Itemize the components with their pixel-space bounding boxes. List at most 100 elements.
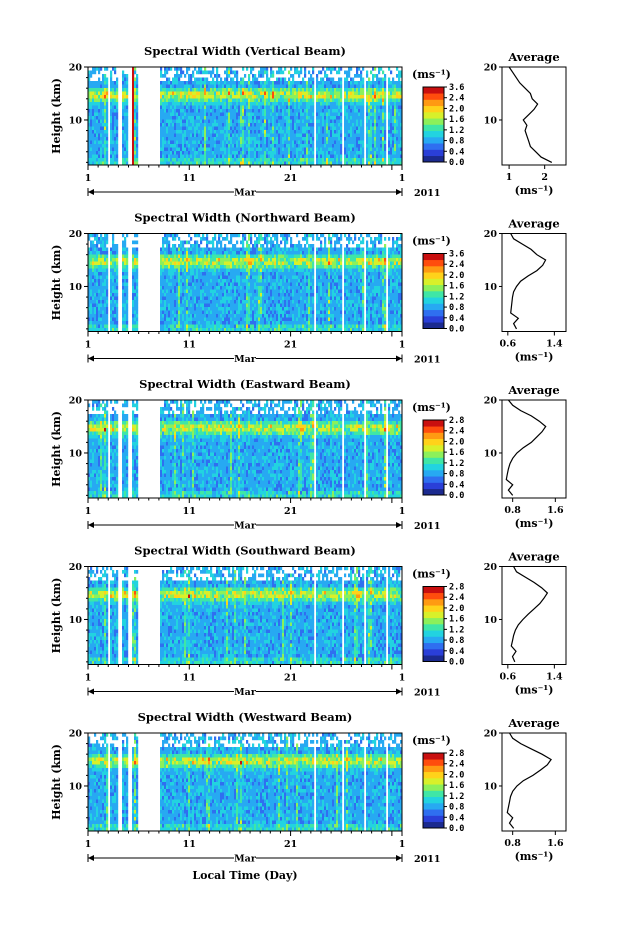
heatmap-cell <box>270 81 273 85</box>
heatmap-cell <box>298 81 301 85</box>
heatmap-cell <box>124 317 127 322</box>
heatmap-cell <box>348 137 351 141</box>
heatmap-cell <box>212 158 215 162</box>
heatmap-cell <box>172 258 175 262</box>
heatmap-cell <box>162 296 165 301</box>
heatmap-cell <box>132 116 135 120</box>
heatmap-cell <box>214 261 217 266</box>
heatmap-cell <box>192 317 195 322</box>
heatmap-cell <box>354 144 357 148</box>
heatmap-cell <box>176 265 179 269</box>
heatmap-cell <box>188 81 191 85</box>
heatmap-cell <box>258 140 261 145</box>
heatmap-cell <box>266 95 269 99</box>
heatmap-cell <box>182 112 185 117</box>
heatmap-cell <box>214 275 217 280</box>
heatmap-cell <box>398 109 401 113</box>
heatmap-cell <box>368 154 371 159</box>
heatmap-cell <box>94 317 97 322</box>
heatmap-cell <box>316 91 319 96</box>
heatmap-cell <box>294 130 297 134</box>
heatmap-cell <box>184 258 187 262</box>
heatmap-cell <box>96 324 99 329</box>
heatmap-cell <box>98 261 101 266</box>
heatmap-cell <box>122 258 125 262</box>
heatmap-cell <box>212 154 215 159</box>
heatmap-cell <box>106 275 109 280</box>
heatmap-cell <box>362 112 365 117</box>
heatmap-cell <box>234 74 237 78</box>
heatmap-cell <box>94 158 97 162</box>
heatmap-cell <box>168 151 171 155</box>
heatmap-cell <box>278 91 281 96</box>
heatmap-cell <box>400 144 403 148</box>
heatmap-cell <box>186 254 189 259</box>
heatmap-cell <box>360 109 363 113</box>
heatmap-cell <box>124 237 127 241</box>
heatmap-cell <box>164 67 167 71</box>
heatmap-cell <box>92 95 95 99</box>
heatmap-cell <box>378 154 381 159</box>
average-x-tick-label: 1 <box>506 172 513 183</box>
heatmap-cell <box>168 233 171 238</box>
heatmap-cell <box>162 286 165 290</box>
heatmap-cell <box>190 130 193 134</box>
heatmap-cell <box>102 293 105 297</box>
heatmap-cell <box>190 317 193 322</box>
heatmap-cell <box>282 116 285 120</box>
heatmap-cell <box>114 258 117 262</box>
heatmap-cell <box>294 67 297 71</box>
heatmap-cell <box>102 258 105 262</box>
heatmap-cell <box>110 151 113 155</box>
heatmap-cell <box>374 140 377 145</box>
heatmap-cell <box>336 161 339 166</box>
heatmap-cell <box>110 261 113 266</box>
heatmap-cell <box>98 116 101 120</box>
heatmap-cell <box>246 116 249 120</box>
heatmap-cell <box>174 81 177 85</box>
heatmap-cell <box>400 130 403 134</box>
heatmap-cell <box>132 158 135 162</box>
heatmap-cell <box>196 112 199 117</box>
heatmap-cell <box>356 126 359 131</box>
heatmap-cell <box>384 88 387 92</box>
heatmap-cell <box>124 144 127 148</box>
heatmap-cell <box>174 289 177 294</box>
heatmap-cell <box>346 133 349 138</box>
colorbar-segment <box>423 137 444 144</box>
heatmap-cell <box>196 233 199 238</box>
heatmap-cell <box>200 261 203 266</box>
heatmap-cell <box>396 140 399 145</box>
heatmap-cell <box>212 130 215 134</box>
heatmap-cell <box>188 154 191 159</box>
heatmap-cell <box>380 123 383 127</box>
heatmap-cell <box>206 81 209 85</box>
heatmap-cell <box>258 116 261 120</box>
heatmap-cell <box>352 144 355 148</box>
heatmap-cell <box>114 254 117 259</box>
heatmap-cell <box>218 261 221 266</box>
heatmap-cell <box>206 88 209 92</box>
heatmap-cell <box>190 247 193 252</box>
heatmap-cell <box>310 151 313 155</box>
heatmap-cell <box>192 310 195 315</box>
heatmap-cell <box>324 144 327 148</box>
heatmap-cell <box>94 324 97 329</box>
heatmap-cell <box>174 119 177 124</box>
heatmap-cell <box>94 140 97 145</box>
heatmap-cell <box>100 261 103 266</box>
heatmap-cell <box>236 84 239 89</box>
heatmap-cell <box>88 282 91 287</box>
heatmap-cell <box>266 116 269 120</box>
heatmap-cell <box>254 109 257 113</box>
colorbar-segment <box>423 155 444 163</box>
heatmap-cell <box>280 67 283 71</box>
heatmap-cell <box>284 123 287 127</box>
colorbar-tick-label: 0.0 <box>449 158 464 168</box>
heatmap-cell <box>330 151 333 155</box>
heatmap-cell <box>228 74 231 78</box>
heatmap-cell <box>316 158 319 162</box>
heatmap-cell <box>370 140 373 145</box>
heatmap-cell <box>126 112 129 117</box>
heatmap-cell <box>346 95 349 99</box>
